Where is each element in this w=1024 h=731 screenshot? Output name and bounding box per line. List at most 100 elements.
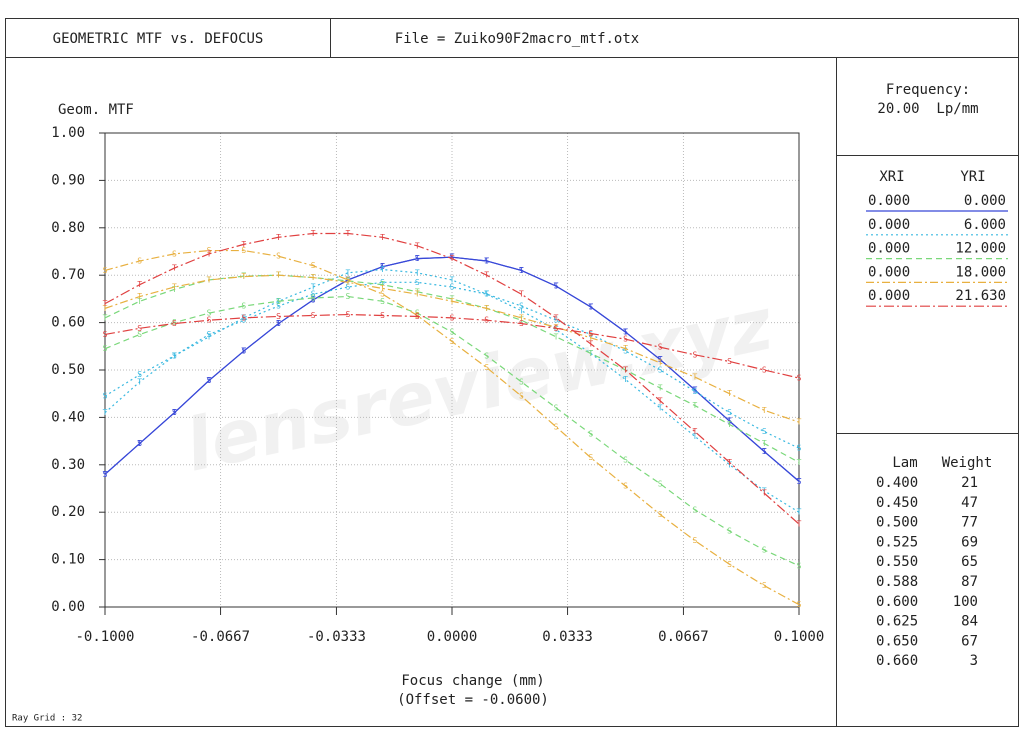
point-marker: T (345, 276, 350, 285)
point-marker: S (484, 290, 489, 299)
legend-xri: 0.000 (868, 264, 910, 280)
point-marker: T (450, 254, 455, 263)
point-marker: S (588, 429, 593, 438)
point-marker: T (172, 264, 177, 273)
point-marker: T (345, 268, 350, 277)
point-marker: S (241, 302, 246, 311)
point-marker: S (727, 560, 732, 569)
legend-header: XRI (879, 169, 904, 185)
point-marker: T (727, 460, 732, 469)
point-marker: S (415, 254, 420, 263)
y-tick-label: 0.40 (51, 409, 85, 425)
point-marker: S (623, 482, 628, 491)
watermark: lensreview.xyz (178, 281, 780, 488)
point-marker: T (519, 316, 524, 325)
point-marker: T (692, 373, 697, 382)
point-marker: S (345, 283, 350, 292)
point-marker: T (450, 297, 455, 306)
point-marker: T (311, 229, 316, 238)
point-marker: S (692, 387, 697, 396)
point-marker: S (311, 261, 316, 270)
point-marker: S (311, 290, 316, 299)
y-tick-label: 0.20 (51, 504, 85, 520)
point-marker: T (727, 420, 732, 429)
point-marker: T (623, 344, 628, 353)
point-marker: S (450, 283, 455, 292)
point-marker: T (588, 333, 593, 342)
point-marker: T (415, 287, 420, 296)
point-marker: T (692, 432, 697, 441)
point-marker: S (172, 408, 177, 417)
point-marker: S (797, 477, 802, 486)
wavelength: 0.550 (876, 554, 918, 570)
point-marker: S (103, 392, 108, 401)
mtf-curve (104, 274, 800, 423)
point-marker: S (519, 392, 524, 401)
point-marker: T (588, 339, 593, 348)
footer: Ray Grid : 32 (12, 714, 82, 724)
point-marker: S (380, 262, 385, 271)
frequency-value: 20.00 Lp/mm (877, 101, 978, 117)
point-marker: S (484, 351, 489, 360)
point-marker: S (554, 403, 559, 412)
point-marker: T (450, 275, 455, 284)
point-marker: T (241, 272, 246, 281)
point-marker: T (588, 349, 593, 358)
point-marker: T (484, 304, 489, 313)
point-marker: S (554, 324, 559, 333)
point-marker: T (797, 458, 802, 467)
point-marker: S (484, 256, 489, 265)
point-marker: T (658, 384, 663, 393)
point-marker: S (380, 278, 385, 287)
x-tick-label: -0.0333 (307, 629, 366, 645)
point-marker: S (519, 377, 524, 386)
point-marker: T (519, 313, 524, 322)
point-marker: T (415, 241, 420, 250)
point-marker: T (797, 508, 802, 517)
point-marker: S (554, 422, 559, 431)
point-marker: S (762, 366, 767, 375)
point-marker: T (762, 439, 767, 448)
point-marker: S (172, 351, 177, 360)
point-marker: S (692, 536, 697, 545)
mtf-curve (104, 256, 800, 482)
point-marker: S (519, 319, 524, 328)
point-marker: T (554, 332, 559, 341)
point-marker: T (276, 233, 281, 242)
point-marker: S (207, 330, 212, 339)
point-marker: T (692, 427, 697, 436)
legend-xri: 0.000 (868, 193, 910, 209)
point-marker: S (450, 313, 455, 322)
legend-yri: 6.000 (964, 217, 1006, 233)
point-marker: S (692, 350, 697, 359)
wavelength: 0.500 (876, 515, 918, 531)
legend-yri: 21.630 (955, 288, 1006, 304)
legend-xri: 0.000 (868, 241, 910, 257)
point-marker: T (276, 271, 281, 280)
point-marker: S (450, 328, 455, 337)
point-marker: S (207, 316, 212, 325)
point-marker: T (623, 375, 628, 384)
point-marker: T (380, 233, 385, 242)
point-marker: S (103, 330, 108, 339)
point-marker: T (623, 366, 628, 375)
wavelength: 0.660 (876, 653, 918, 669)
point-marker: T (450, 294, 455, 303)
point-marker: T (484, 271, 489, 280)
point-marker: T (762, 486, 767, 495)
y-tick-label: 0.60 (51, 315, 85, 331)
point-marker: S (727, 408, 732, 417)
point-marker: S (762, 447, 767, 456)
point-marker: T (658, 403, 663, 412)
point-marker: S (276, 319, 281, 328)
point-marker: S (588, 453, 593, 462)
point-marker: S (415, 309, 420, 318)
point-marker: S (103, 344, 108, 353)
point-marker: S (276, 252, 281, 261)
point-marker: S (762, 546, 767, 555)
point-marker: S (484, 316, 489, 325)
weight: 3 (970, 653, 978, 669)
point-marker: S (623, 328, 628, 337)
